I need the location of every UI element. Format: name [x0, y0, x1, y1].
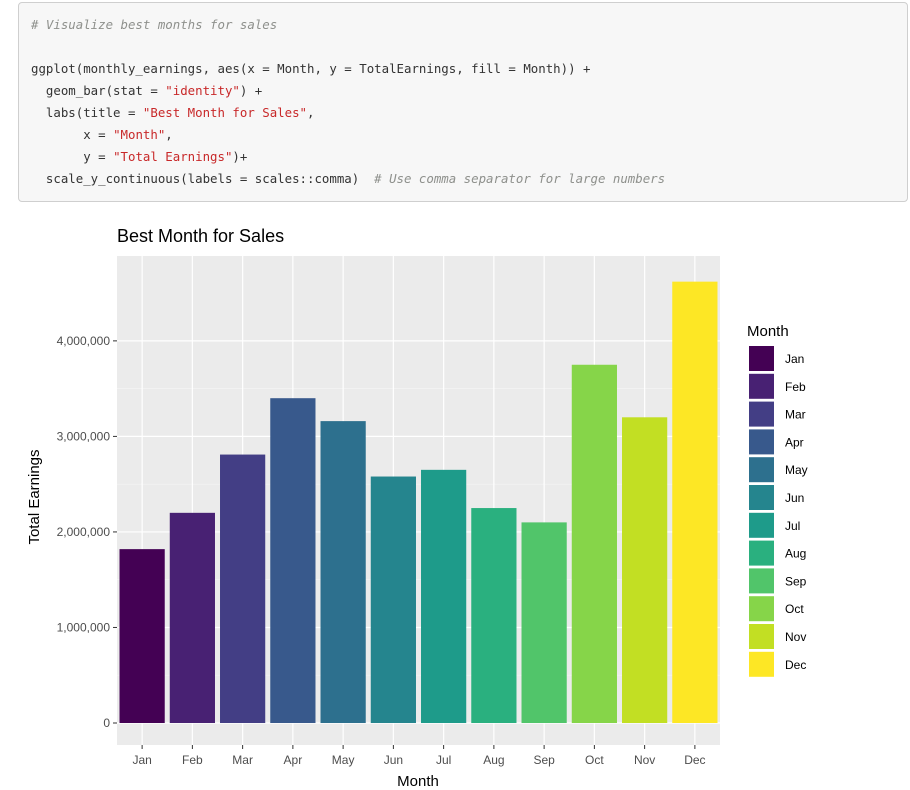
code-token: labs(title =: [31, 105, 143, 120]
code-line: scale_y_continuous(labels = scales::comm…: [31, 171, 665, 187]
legend-label: Dec: [785, 658, 806, 672]
x-tick-label: Aug: [483, 753, 504, 767]
legend-label: Aug: [785, 547, 806, 561]
y-tick-label: 1,000,000: [57, 620, 111, 634]
legend-key-mar: [749, 401, 774, 427]
bar-sep: [521, 522, 567, 723]
legend-label: Oct: [785, 602, 804, 616]
x-tick-label: Apr: [284, 753, 303, 767]
code-token: # Use comma separator for large numbers: [374, 171, 666, 186]
bar-jun: [370, 476, 416, 723]
legend-key-aug: [749, 540, 774, 566]
legend-key-nov: [749, 624, 774, 649]
bar-chart: Best Month for Sales 0 1,000,000 2,000,000…: [26, 226, 808, 790]
code-line: y = "Total Earnings")+: [31, 149, 247, 165]
code-token: "Best Month for Sales": [142, 105, 308, 120]
y-tick-label: 3,000,000: [57, 429, 111, 443]
legend-label: May: [785, 463, 808, 477]
y-axis-title: Total Earnings: [26, 449, 43, 544]
bar-nov: [622, 417, 668, 723]
y-axis-ticks: 0 1,000,000 2,000,000 3,000,000 4,000,000: [57, 334, 117, 730]
legend-key-feb: [749, 373, 774, 399]
legend-key-jan: [749, 346, 774, 371]
bar-jul: [421, 469, 467, 723]
x-axis-ticks: Jan Feb Mar Apr May Jun Jul Aug Sep Oct Nov Dec: [132, 745, 706, 767]
bar-oct: [571, 364, 617, 723]
code-token: scale_y_continuous(labels = scales::comm…: [31, 171, 375, 186]
legend-key-oct: [749, 596, 774, 622]
code-block: # Visualize best months for sales ggplot…: [18, 2, 908, 202]
code-line: labs(title = "Best Month for Sales",: [31, 105, 315, 121]
legend-key-jul: [749, 512, 774, 538]
legend-key-sep: [749, 568, 774, 594]
legend-label: Nov: [785, 630, 806, 644]
code-line: ggplot(monthly_earnings, aes(x = Month, …: [31, 61, 591, 77]
x-axis-title: Month: [397, 773, 439, 790]
code-token: "Month": [113, 127, 166, 142]
legend-label: Apr: [785, 435, 804, 449]
code-token: "identity": [165, 83, 240, 98]
legend-label: Jul: [785, 519, 800, 533]
code-token: x =: [31, 127, 114, 142]
legend-key-dec: [749, 651, 774, 677]
legend-key-jun: [749, 485, 774, 510]
plot-panel: [117, 256, 720, 745]
x-tick-label: Nov: [634, 753, 655, 767]
x-tick-label: Dec: [684, 753, 705, 767]
code-token: ) +: [239, 83, 263, 98]
y-tick-label: 2,000,000: [57, 525, 111, 539]
x-tick-label: Sep: [533, 753, 555, 767]
x-tick-label: Mar: [232, 753, 253, 767]
code-token: ggplot(monthly_earnings, aes(x = Month, …: [31, 61, 591, 76]
y-tick-label: 0: [103, 716, 110, 730]
legend: Jan Feb Mar Apr May Jun Jul Aug Sep Oct Nov Dec: [749, 346, 808, 677]
bar-may: [320, 421, 366, 723]
code-comment-line: # Visualize best months for sales: [31, 17, 278, 32]
legend-label: Jan: [785, 352, 804, 366]
legend-label: Jun: [785, 491, 804, 505]
bar-aug: [471, 508, 517, 723]
code-line: x = "Month",: [31, 127, 173, 143]
code-token: geom_bar(stat =: [31, 83, 166, 98]
bar-feb: [169, 512, 215, 723]
code-token: ,: [165, 127, 173, 142]
bars: [119, 281, 718, 723]
legend-key-may: [749, 457, 774, 483]
x-tick-label: Jan: [132, 753, 151, 767]
legend-label: Mar: [785, 408, 806, 422]
bar-dec: [672, 281, 718, 723]
code-token: y =: [31, 149, 114, 164]
legend-key-apr: [749, 429, 774, 455]
x-tick-label: Jun: [384, 753, 403, 767]
code-line: geom_bar(stat = "identity") +: [31, 83, 262, 99]
legend-label: Feb: [785, 380, 806, 394]
bar-apr: [270, 398, 316, 723]
bar-mar: [220, 454, 266, 723]
x-tick-label: Oct: [585, 753, 604, 767]
code-token: )+: [232, 149, 248, 164]
legend-label: Sep: [785, 574, 807, 588]
y-tick-label: 4,000,000: [57, 334, 111, 348]
code-token: ,: [307, 105, 315, 120]
x-tick-label: May: [332, 753, 355, 767]
code-token: "Total Earnings": [113, 149, 233, 164]
x-tick-label: Jul: [436, 753, 451, 767]
x-tick-label: Feb: [182, 753, 203, 767]
legend-title: Month: [747, 323, 789, 340]
chart-title: Best Month for Sales: [117, 226, 284, 246]
bar-jan: [119, 549, 165, 723]
